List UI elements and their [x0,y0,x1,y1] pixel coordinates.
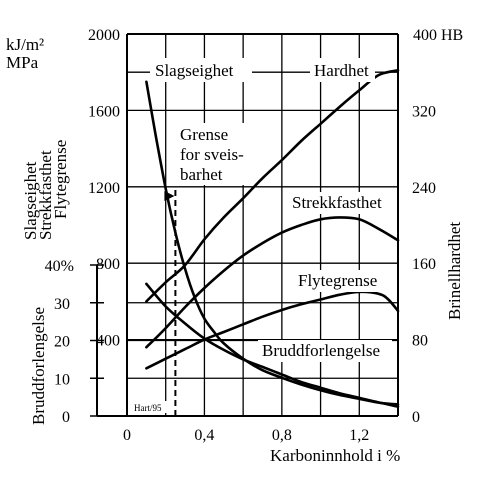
series-label-strekkfasthet: Strekkfasthet [292,193,382,212]
left-tick-label-0: 400 [96,333,120,350]
left-ylabel-line3: Flytegrense [51,140,70,219]
right-tick-label-2: 160 [412,256,436,273]
left-tick-label-2: 1200 [88,180,120,197]
series-line-slagseighet [145,80,400,406]
left-ylabel-line1: Slagseighet [21,161,40,240]
left-ylabel-line2: Strekkfasthet [36,150,55,240]
x-tick-label-2: 0,8 [272,427,292,444]
label-bg-strekkfasthet [288,192,394,214]
left-unit-line2: MPa [6,53,39,72]
x-axis-label: Karboninnhold i % [270,446,400,465]
axes [96,33,399,417]
series-line-strekkfasthet [145,216,400,349]
series-line-bruddforlengelse [145,282,400,408]
curves [145,69,400,408]
weldability-label-line3: barhet [180,165,223,184]
source-label: Hart/95 [134,403,162,413]
left-ylabel: Slagseighet Strekkfasthet Flytegrense [21,140,70,240]
weldability-label-line2: for sveis- [180,145,244,164]
x-tick-label-0: 0 [123,427,131,444]
left-tick-label-3: 1600 [88,103,120,120]
label-bg-hardhet [310,58,375,82]
weldability-label-line1: Grense [180,125,228,144]
right-ylabel: Brinellhardhet [445,222,464,320]
tick-labels: 400 800 1200 1600 2000 0 10 20 30 40% 0 80 160 240 320… [45,27,436,444]
elongation-tick-label-0: 0 [62,409,70,426]
left-unit-line1: kJ/m² [6,35,44,54]
left-tick-label-1: 800 [96,256,120,273]
right-axis-unit: 400 HB [413,27,463,44]
weldability-arrow-head [164,191,175,201]
right-tick-label-4: 320 [412,103,436,120]
x-tick-label-3: 1,2 [349,427,369,444]
series-line-hardhet [145,69,400,303]
left-tick-label-4: 2000 [88,27,120,44]
series-line-flytegrense [145,290,400,370]
elongation-tick-label-4: 40% [45,258,74,275]
label-bg-bruddforlengelse [258,340,392,362]
elongation-tick-label-3: 30 [54,296,70,313]
elongation-tick-label-2: 20 [54,334,70,351]
label-bg-flytegrense [294,270,388,292]
series-label-hardhet: Hardhet [314,61,369,80]
source-label-bg [131,401,169,413]
elongation-ylabel: Bruddforlengelse [29,307,48,425]
right-tick-label-1: 80 [412,333,428,350]
series-label-slagseighet: Slagseighet [155,61,234,80]
label-bg-slagseighet [150,58,252,82]
right-tick-label-0: 0 [412,409,420,426]
series-label-bruddforlengelse: Bruddforlengelse [262,341,380,360]
elongation-tick-label-1: 10 [54,371,70,388]
x-tick-label-1: 0,4 [194,427,214,444]
right-tick-label-3: 240 [412,180,436,197]
series-label-flytegrense: Flytegrense [298,271,377,290]
weldability-label-bg [175,123,251,185]
